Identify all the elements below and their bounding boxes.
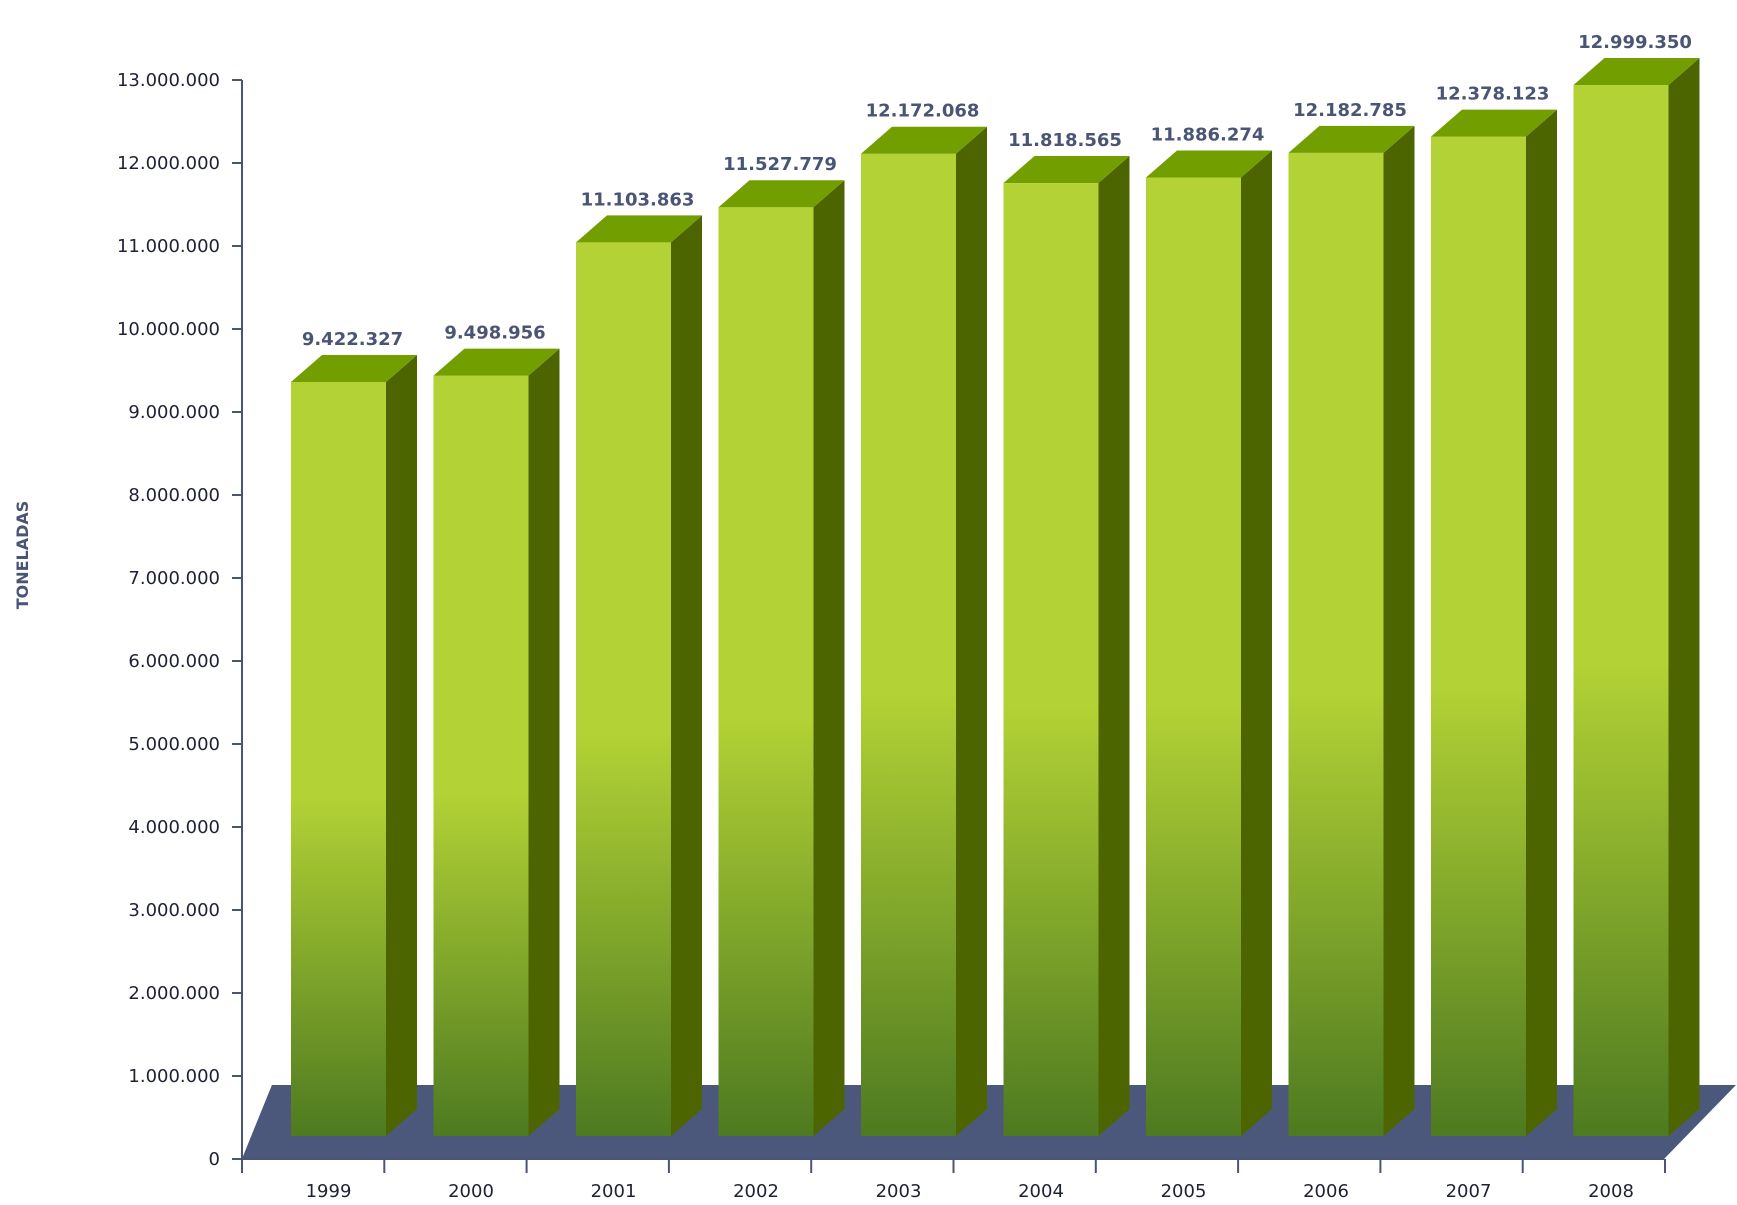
data-label: 12.182.785 <box>1293 100 1407 121</box>
x-tick-label: 2000 <box>448 1181 494 1202</box>
bar-side <box>1526 109 1557 1136</box>
y-tick-label: 7.000.000 <box>128 568 220 589</box>
bar-top <box>1146 150 1272 178</box>
bar-top <box>433 348 560 376</box>
bar-front <box>1003 183 1099 1137</box>
bar-front <box>861 153 956 1136</box>
bar <box>576 215 702 1136</box>
x-tick-label: 2004 <box>1018 1181 1064 1202</box>
bar-side <box>1668 58 1700 1136</box>
y-tick-label: 6.000.000 <box>128 651 220 672</box>
bar <box>1288 125 1415 1136</box>
x-tick-label: 2008 <box>1588 1181 1634 1202</box>
bars <box>291 58 1700 1137</box>
bar <box>1003 156 1130 1137</box>
y-tick-label: 10.000.000 <box>117 319 220 340</box>
bar-front <box>1146 177 1241 1136</box>
bar <box>1573 58 1700 1136</box>
data-label: 9.422.327 <box>302 329 403 350</box>
bar-side <box>386 354 417 1136</box>
bar-side <box>1383 125 1415 1136</box>
bar <box>718 180 845 1136</box>
y-tick-label: 12.000.000 <box>117 153 220 174</box>
y-tick-label: 11.000.000 <box>117 236 220 257</box>
y-tick-label: 13.000.000 <box>117 70 220 91</box>
bar-side <box>528 348 560 1136</box>
data-label: 12.378.123 <box>1436 84 1550 105</box>
data-label: 12.172.068 <box>866 101 980 122</box>
data-label: 9.498.956 <box>444 323 545 344</box>
bar-front <box>718 207 814 1136</box>
y-tick-label: 0 <box>209 1149 220 1170</box>
x-tick-label: 2002 <box>733 1181 779 1202</box>
y-tick-label: 5.000.000 <box>128 734 220 755</box>
bar <box>1146 150 1272 1136</box>
bar <box>291 354 417 1136</box>
bar <box>433 348 560 1136</box>
bar <box>1431 109 1557 1136</box>
y-tick-label: 3.000.000 <box>128 900 220 921</box>
floor-edge <box>242 1085 272 1159</box>
y-tick-label: 9.000.000 <box>128 402 220 423</box>
x-tick-label: 2007 <box>1446 1181 1492 1202</box>
y-tick-label: 8.000.000 <box>128 485 220 506</box>
value-labels: 9.422.327 9.498.956 11.103.863 11.527.779 12… <box>302 32 1692 350</box>
x-tick-label: 2006 <box>1303 1181 1349 1202</box>
bar-top <box>1573 58 1700 86</box>
data-label: 12.999.350 <box>1578 32 1692 53</box>
bar-side <box>671 215 702 1136</box>
y-tick-label: 2.000.000 <box>128 983 220 1004</box>
bar-front <box>433 375 529 1136</box>
bar-top <box>718 180 845 208</box>
data-label: 11.527.779 <box>723 154 837 175</box>
bar-top <box>576 215 702 243</box>
bar-top <box>1288 125 1415 153</box>
bar-front <box>1288 152 1384 1136</box>
x-tick-label: 1999 <box>306 1181 352 1202</box>
bar-top <box>1003 156 1130 184</box>
bar-side <box>956 126 987 1136</box>
bar-side <box>813 180 845 1136</box>
y-axis: 0 1.000.000 2.000.000 3.000.000 4.000.000 5.0… <box>117 70 243 1170</box>
y-axis-title: TONELADAS <box>13 501 32 610</box>
bar-front <box>1431 136 1526 1136</box>
data-label: 11.818.565 <box>1008 130 1122 151</box>
y-tick-label: 4.000.000 <box>128 817 220 838</box>
bar-top <box>291 354 417 382</box>
bar-side <box>1098 156 1130 1137</box>
bar-front <box>291 381 386 1136</box>
bar-front <box>1573 85 1669 1136</box>
bar <box>861 126 987 1136</box>
data-label: 11.103.863 <box>581 189 695 210</box>
bar-front <box>576 242 671 1136</box>
x-axis: 1999 2000 2001 2002 2003 2004 2005 2006 2007 2008 <box>241 1158 1666 1202</box>
bar-top <box>1431 109 1557 137</box>
x-tick-label: 2001 <box>591 1181 637 1202</box>
y-tick-label: 1.000.000 <box>128 1066 220 1087</box>
bar-side <box>1241 150 1272 1136</box>
bar-top <box>861 126 987 154</box>
x-tick-label: 2005 <box>1161 1181 1207 1202</box>
x-tick-label: 2003 <box>876 1181 922 1202</box>
data-label: 11.886.274 <box>1151 124 1265 145</box>
